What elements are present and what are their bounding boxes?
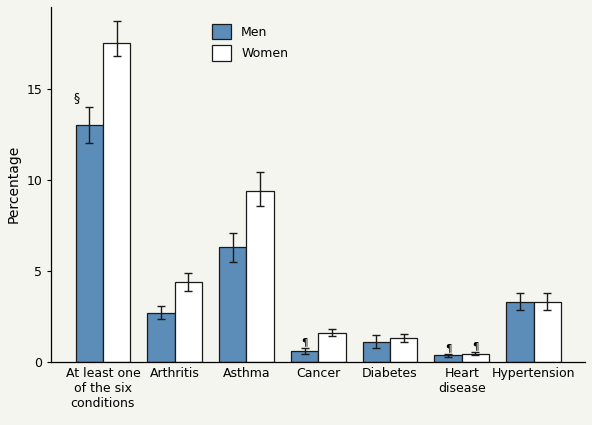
Bar xyxy=(175,282,202,362)
Bar xyxy=(363,342,390,362)
Bar xyxy=(318,333,346,362)
Bar xyxy=(390,338,417,362)
Bar xyxy=(506,302,533,362)
Bar xyxy=(246,191,274,362)
Bar xyxy=(435,355,462,362)
Text: ¶: ¶ xyxy=(445,343,451,353)
Legend: Men, Women: Men, Women xyxy=(213,24,288,61)
Bar xyxy=(147,312,175,362)
Bar xyxy=(462,354,489,362)
Text: ¶: ¶ xyxy=(472,341,479,351)
Bar xyxy=(533,302,561,362)
Y-axis label: Percentage: Percentage xyxy=(7,145,21,224)
Bar xyxy=(103,43,130,362)
Bar xyxy=(291,351,318,362)
Text: §: § xyxy=(73,91,79,104)
Bar xyxy=(76,125,103,362)
Bar xyxy=(219,247,246,362)
Text: ¶: ¶ xyxy=(301,337,308,347)
